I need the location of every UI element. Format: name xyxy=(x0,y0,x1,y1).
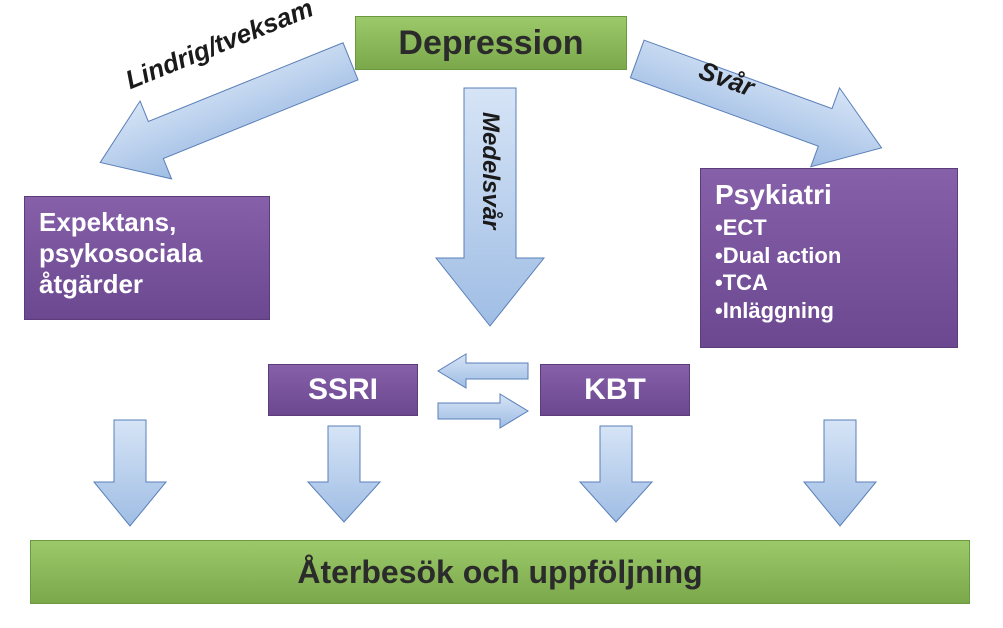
arrow-swap-right xyxy=(432,392,532,432)
node-psykiatri-item: •ECT xyxy=(715,214,943,242)
node-psykiatri: Psykiatri •ECT •Dual action •TCA •Inlägg… xyxy=(700,168,958,348)
flowchart-stage: Depression Lindrig/tveksam Svår Medelsvå… xyxy=(0,0,1003,628)
arrow-svar xyxy=(620,26,900,186)
node-depression: Depression xyxy=(355,16,627,70)
node-psykiatri-item: •Dual action xyxy=(715,242,943,270)
arrow-down-psykiatri xyxy=(800,420,880,530)
node-expektans-line1: Expektans, xyxy=(39,207,255,238)
node-kbt: KBT xyxy=(540,364,690,416)
node-expektans-line3: åtgärder xyxy=(39,269,255,300)
arrow-medelsvar-label: Medelsvår xyxy=(476,112,504,229)
node-kbt-label: KBT xyxy=(584,373,646,407)
arrow-swap-left xyxy=(432,352,532,392)
node-psykiatri-item: •Inläggning xyxy=(715,297,943,325)
node-expektans: Expektans, psykosociala åtgärder xyxy=(24,196,270,320)
node-depression-label: Depression xyxy=(398,24,583,63)
node-followup: Återbesök och uppföljning xyxy=(30,540,970,604)
node-followup-label: Återbesök och uppföljning xyxy=(297,554,702,591)
node-ssri: SSRI xyxy=(268,364,418,416)
arrow-down-ssri xyxy=(304,426,384,526)
node-ssri-label: SSRI xyxy=(308,373,378,407)
arrow-down-expektans xyxy=(90,420,170,530)
node-expektans-line2: psykosociala xyxy=(39,238,255,269)
node-psykiatri-item: •TCA xyxy=(715,269,943,297)
node-psykiatri-header: Psykiatri xyxy=(715,177,943,212)
arrow-down-kbt xyxy=(576,426,656,526)
